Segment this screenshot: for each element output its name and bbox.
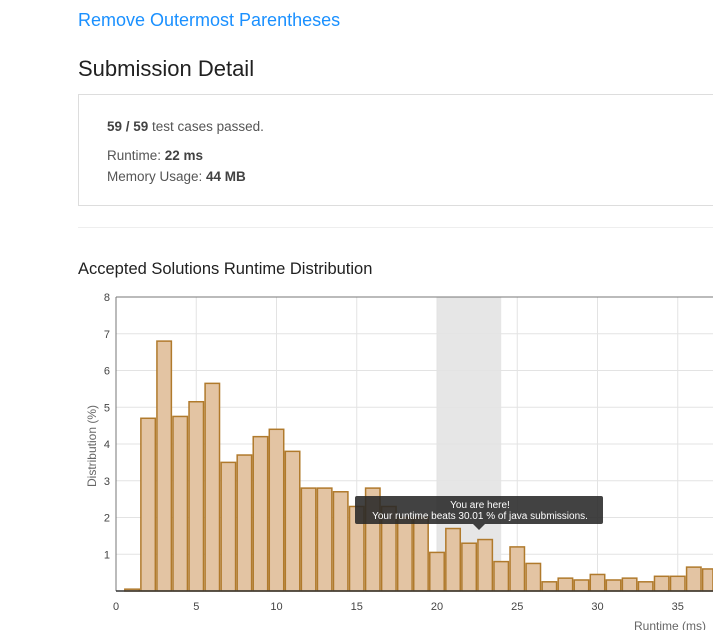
histogram-bar[interactable] xyxy=(477,538,494,592)
histogram-bar[interactable] xyxy=(412,516,429,592)
histogram-bar[interactable] xyxy=(204,382,221,592)
histogram-bar[interactable] xyxy=(284,450,301,592)
histogram-bar[interactable] xyxy=(140,417,157,592)
histogram-bar[interactable] xyxy=(236,454,253,592)
tooltip-line-2: Your runtime beats 30.01 % of java submi… xyxy=(372,511,588,522)
y-axis-title: Distribution (%) xyxy=(85,405,99,487)
histogram-bar[interactable] xyxy=(188,400,205,592)
histogram-bar[interactable] xyxy=(621,577,638,592)
x-tick-label: 10 xyxy=(270,601,282,613)
histogram-bar[interactable] xyxy=(557,577,574,592)
tooltip-line-1: You are here! xyxy=(450,500,510,511)
y-tick-label: 7 xyxy=(104,329,110,341)
memory-value: 44 MB xyxy=(206,169,246,184)
runtime-value: 22 ms xyxy=(164,148,204,163)
x-tick-label: 15 xyxy=(351,601,363,613)
histogram-bar[interactable] xyxy=(316,487,333,592)
y-tick-label: 4 xyxy=(104,439,110,451)
x-axis-title: Runtime (ms) xyxy=(634,619,706,630)
histogram-bar[interactable] xyxy=(701,568,713,592)
x-tick-label: 25 xyxy=(511,601,523,613)
section-divider xyxy=(78,227,713,228)
histogram-bar[interactable] xyxy=(685,566,702,592)
x-tick-label: 0 xyxy=(113,601,119,613)
y-tick-label: 1 xyxy=(104,549,110,561)
runtime-distribution-chart[interactable]: 1 2 3 4 5 6 7 8 0 5 10 15 20 25 30 35 You are here!Your … xyxy=(0,288,713,630)
histogram-bar[interactable] xyxy=(637,581,654,592)
y-tick-label: 8 xyxy=(104,292,110,304)
y-tick-label: 6 xyxy=(104,366,110,378)
histogram-bar[interactable] xyxy=(396,516,413,592)
histogram-bar[interactable] xyxy=(589,573,606,592)
histogram-bar[interactable] xyxy=(653,575,670,592)
histogram-bar[interactable] xyxy=(172,415,189,592)
histogram-bar[interactable] xyxy=(493,560,510,592)
runtime-line: Runtime: 22 ms xyxy=(107,148,203,163)
chart-title: Accepted Solutions Runtime Distribution xyxy=(78,260,373,278)
histogram-bar[interactable] xyxy=(220,461,237,592)
histogram-bar[interactable] xyxy=(509,546,526,592)
runtime-tooltip xyxy=(355,496,603,524)
test-cases-suffix: test cases passed. xyxy=(148,119,264,134)
histogram-bar[interactable] xyxy=(573,579,590,592)
histogram-bar[interactable] xyxy=(300,487,317,592)
histogram-bar[interactable] xyxy=(156,340,173,592)
histogram-bar[interactable] xyxy=(445,527,462,592)
runtime-label: Runtime: xyxy=(107,148,165,163)
page-title: Submission Detail xyxy=(78,56,255,81)
histogram-bar[interactable] xyxy=(252,435,269,592)
x-tick-label: 35 xyxy=(672,601,684,613)
x-tick-label: 30 xyxy=(591,601,603,613)
histogram-bar[interactable] xyxy=(525,562,542,592)
memory-label: Memory Usage: xyxy=(107,169,207,184)
histogram-bar[interactable] xyxy=(605,579,622,592)
y-tick-label: 3 xyxy=(104,476,110,488)
histogram-bar[interactable] xyxy=(669,575,686,592)
test-cases-line: 59 / 59 test cases passed. xyxy=(107,119,264,134)
tooltip-pointer-icon xyxy=(473,524,485,530)
x-tick-label: 5 xyxy=(193,601,199,613)
histogram-bar[interactable] xyxy=(429,551,445,592)
histogram-bar[interactable] xyxy=(332,491,349,592)
test-cases-count: 59 / 59 xyxy=(107,119,149,134)
histogram-bar[interactable] xyxy=(461,542,478,592)
problem-title-link[interactable]: Remove Outermost Parentheses xyxy=(78,10,341,30)
histogram-bar[interactable] xyxy=(268,428,285,592)
submission-detail-card: 59 / 59 test cases passed. Runtime: 22 m… xyxy=(78,94,713,206)
memory-line: Memory Usage: 44 MB xyxy=(107,169,246,184)
y-tick-label: 5 xyxy=(104,402,110,414)
histogram-bar[interactable] xyxy=(541,581,558,592)
x-tick-label: 20 xyxy=(431,601,443,613)
y-tick-label: 2 xyxy=(104,513,110,525)
